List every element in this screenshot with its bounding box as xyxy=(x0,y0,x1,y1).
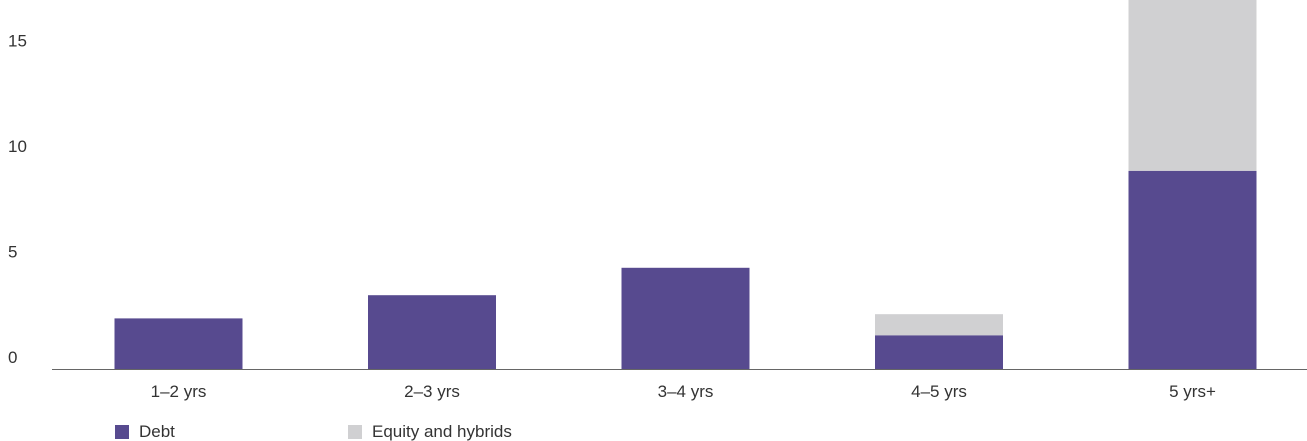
legend: Debt Equity and hybrids xyxy=(115,423,512,441)
y-tick-label: 10 xyxy=(8,137,27,156)
y-tick-label: 0 xyxy=(8,348,17,367)
bar-debt-3 xyxy=(875,335,1003,369)
legend-item-debt: Debt xyxy=(115,423,348,441)
bar-debt-4 xyxy=(1128,170,1257,369)
x-axis-labels: 1–2 yrs 2–3 yrs 3–4 yrs 4–5 yrs 5 yrs+ xyxy=(151,382,1216,401)
y-axis-ticks: 0 5 10 15 xyxy=(8,32,27,367)
bar-debt-1 xyxy=(368,295,496,369)
legend-label-equity: Equity and hybrids xyxy=(372,422,512,441)
bars xyxy=(114,0,1257,369)
legend-item-equity: Equity and hybrids xyxy=(348,423,512,441)
bar-debt-0 xyxy=(114,318,243,369)
bar-equity-3 xyxy=(875,314,1003,336)
x-tick-label: 3–4 yrs xyxy=(658,382,714,401)
y-tick-label: 5 xyxy=(8,243,17,262)
legend-swatch-debt xyxy=(115,425,129,439)
y-tick-label: 15 xyxy=(8,32,27,51)
x-tick-label: 2–3 yrs xyxy=(404,382,460,401)
legend-label-debt: Debt xyxy=(139,422,175,441)
x-tick-label: 4–5 yrs xyxy=(911,382,967,401)
bar-equity-4 xyxy=(1128,0,1257,171)
x-tick-label: 1–2 yrs xyxy=(151,382,207,401)
bar-debt-2 xyxy=(621,267,750,369)
x-tick-label: 5 yrs+ xyxy=(1169,382,1216,401)
legend-swatch-equity xyxy=(348,425,362,439)
chart: 0 5 10 15 1–2 yrs 2–3 yrs 3–4 yrs 4–5 yrs 5 yrs… xyxy=(8,0,1307,401)
